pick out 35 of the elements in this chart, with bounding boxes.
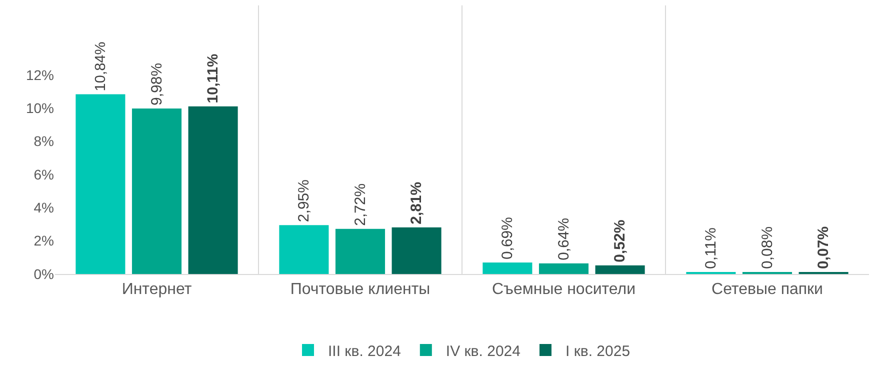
data-label: 2,95%	[295, 180, 312, 222]
bar	[188, 106, 238, 274]
legend-label: III кв. 2024	[328, 342, 401, 360]
bar	[482, 262, 532, 274]
bar	[392, 227, 442, 274]
x-tick-label: Сетевые папки	[712, 281, 823, 298]
x-tick-label: Интернет	[122, 281, 192, 298]
data-label: 9,98%	[148, 62, 166, 106]
data-label: 0,08%	[758, 226, 776, 269]
y-tick-label: 6%	[34, 166, 54, 182]
data-label: 0,11%	[702, 228, 720, 269]
bar	[538, 263, 589, 274]
y-tick-label: 4%	[34, 200, 54, 216]
y-tick-label: 12%	[26, 66, 54, 83]
data-label: 0,07%	[815, 226, 832, 269]
data-label: 2,81%	[408, 182, 426, 224]
data-label: 2,72%	[352, 183, 369, 226]
bar	[132, 108, 182, 274]
data-label: 0,69%	[498, 217, 516, 260]
y-tick-label: 0%	[34, 266, 54, 282]
bar	[76, 94, 126, 274]
data-label: 0,52%	[612, 220, 629, 262]
legend-label: IV кв. 2024	[446, 342, 520, 360]
x-tick-label: Почтовые клиенты	[290, 281, 430, 298]
bar	[279, 225, 329, 274]
y-tick-label: 10%	[26, 100, 54, 116]
data-label: 10,11%	[206, 54, 222, 104]
legend-label: I кв. 2025	[565, 342, 630, 360]
x-tick-label: Съемные носители	[492, 281, 636, 298]
data-label: 10,84%	[92, 42, 109, 92]
y-tick-label: 2%	[34, 232, 54, 249]
data-label: 0,64%	[555, 218, 572, 260]
y-tick-label: 8%	[34, 133, 54, 150]
bar	[595, 265, 645, 274]
bar	[335, 228, 386, 274]
